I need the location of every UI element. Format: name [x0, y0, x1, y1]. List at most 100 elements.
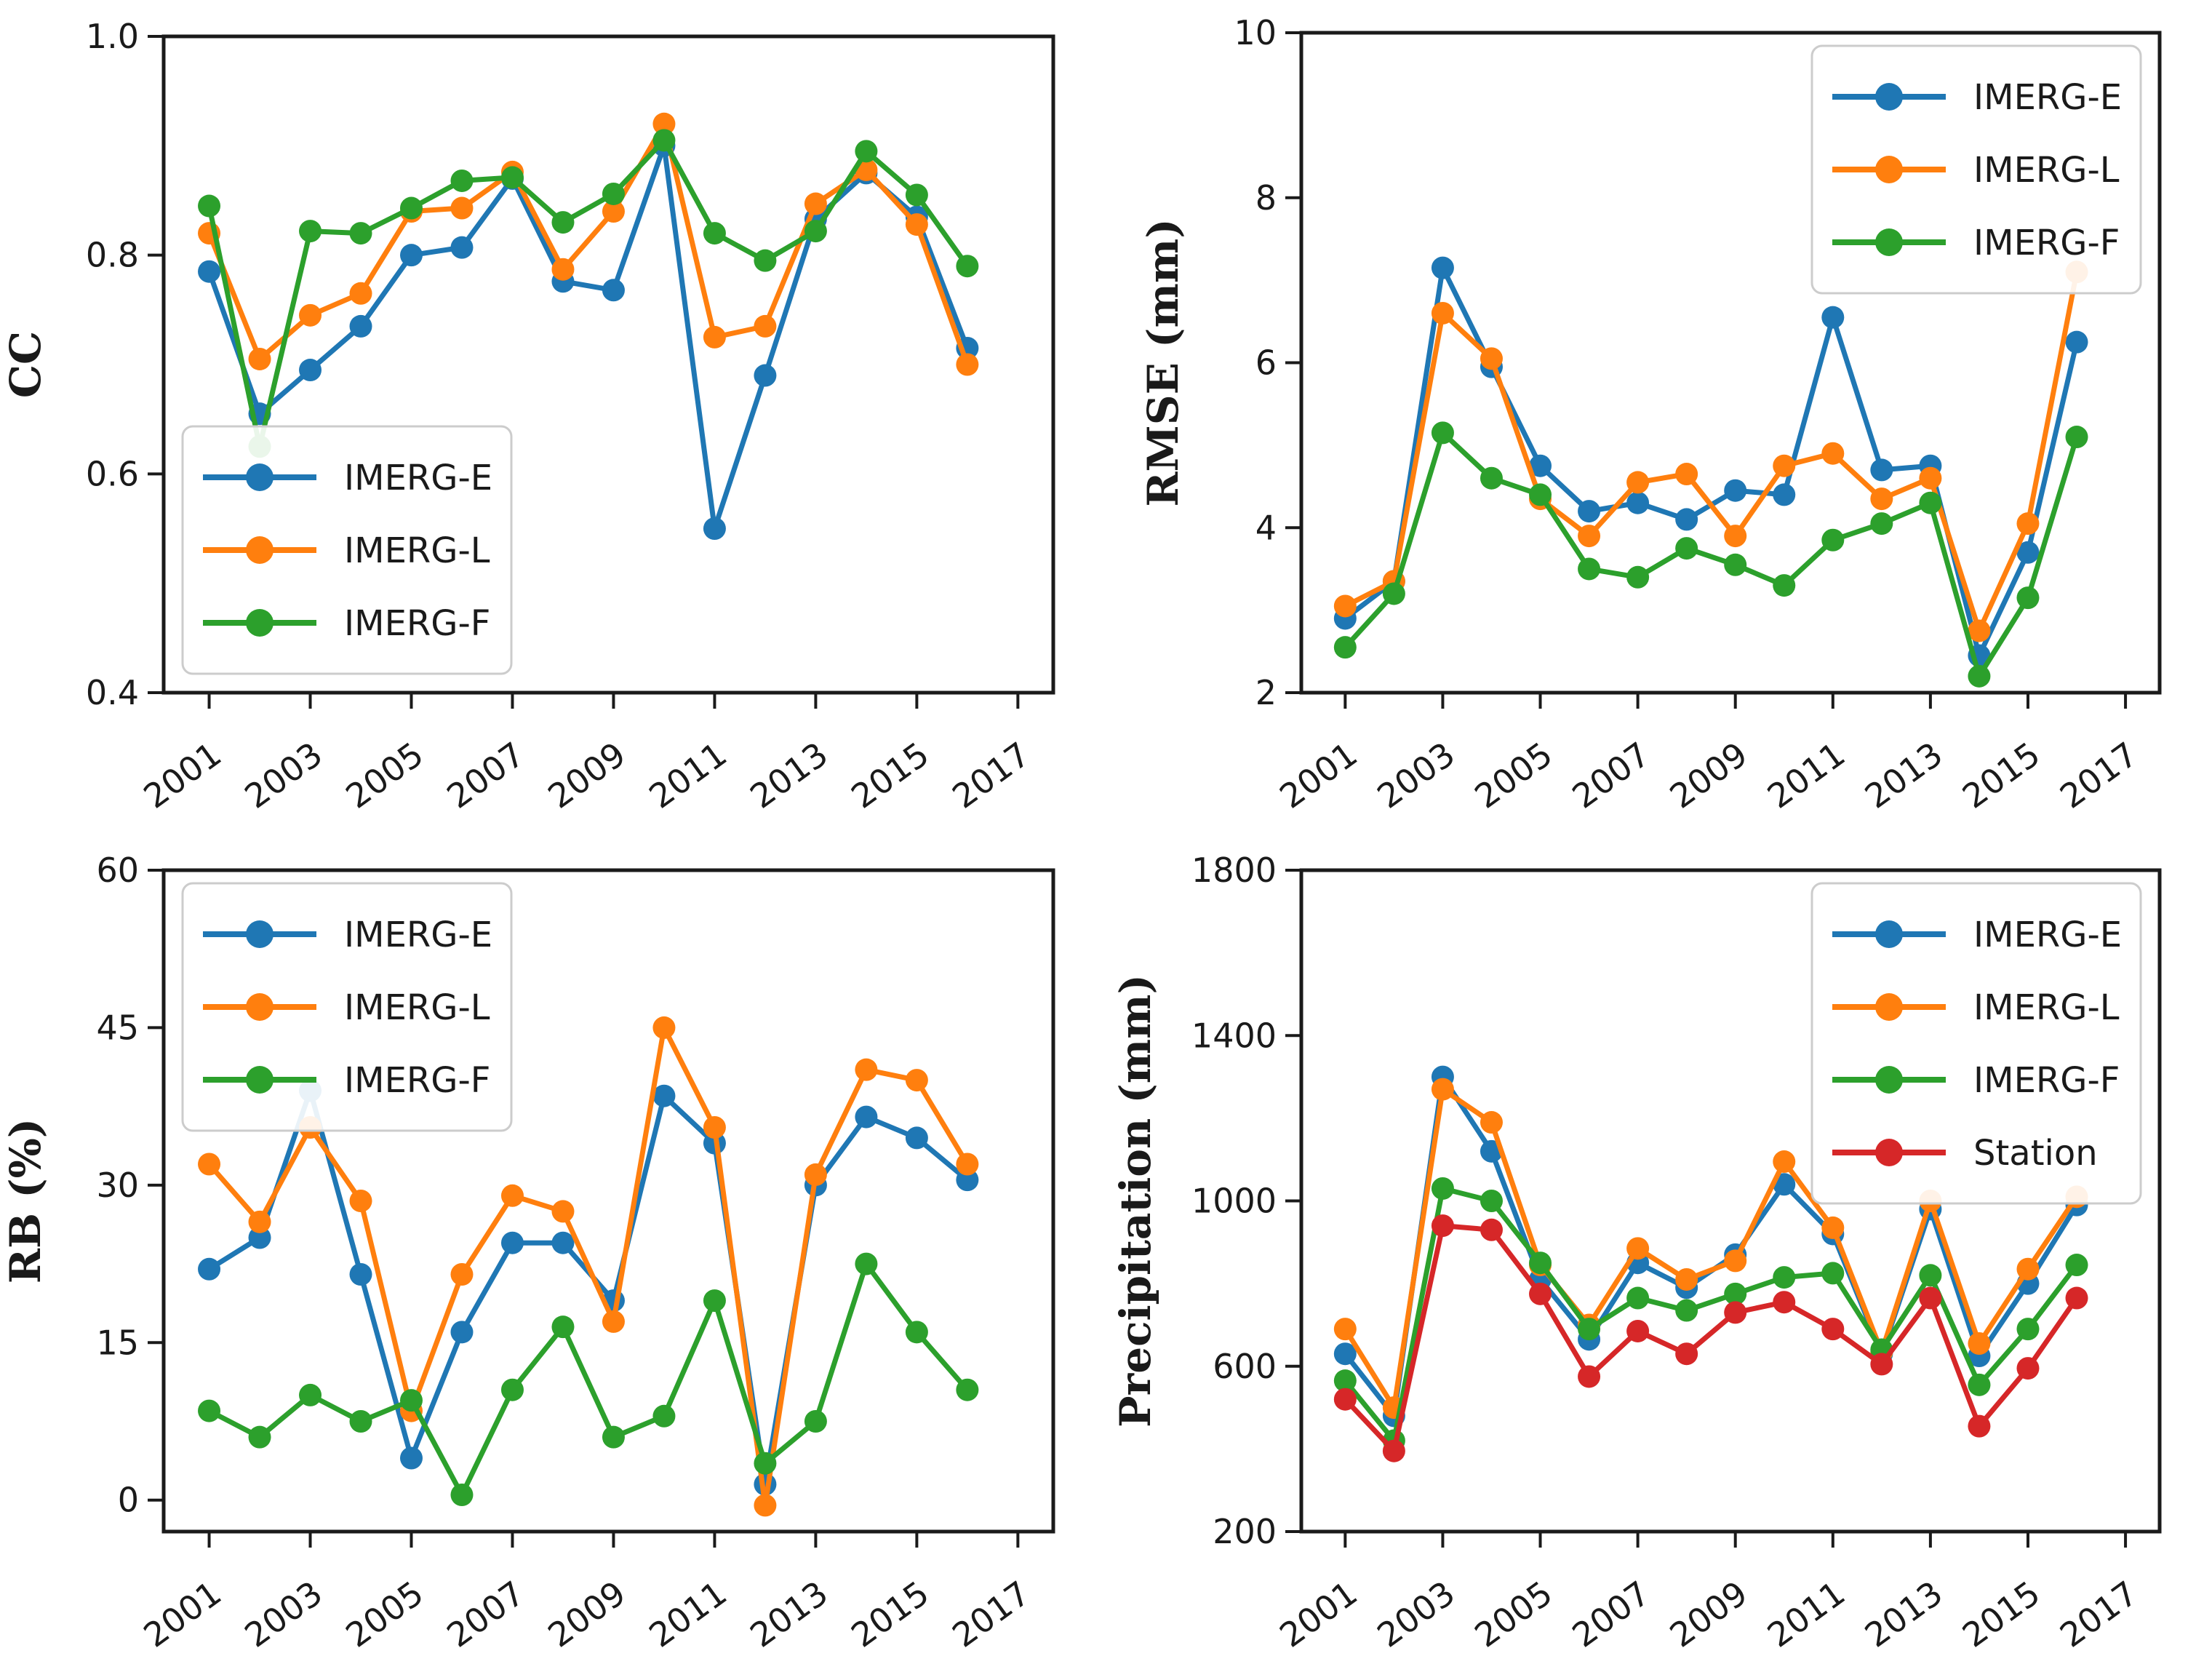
imerg-f-marker [1578, 557, 1601, 581]
rmse-x-axis: 2001 2003 2005 2007 2009 2011 2013 2015 2017 [1272, 693, 2145, 816]
imerg-l-marker [1724, 1249, 1747, 1273]
y-tick-label: 600 [1213, 1347, 1277, 1386]
imerg-e-marker [399, 244, 423, 267]
imerg-l-marker [602, 200, 625, 223]
imerg-f-marker [652, 1404, 676, 1428]
imerg-f-marker [1724, 1282, 1747, 1305]
imerg-f-marker [855, 140, 878, 163]
station-marker [1480, 1218, 1503, 1241]
x-tick-label: 2003 [238, 734, 330, 816]
imerg-f-marker [1529, 1251, 1552, 1275]
imerg-f-line [207, 138, 970, 450]
imerg-f-marker [1431, 1177, 1454, 1200]
imerg-l-marker [754, 1494, 777, 1517]
imerg-f-marker [1675, 537, 1698, 560]
y-tick-label: 30 [96, 1166, 139, 1205]
station-marker [1773, 1291, 1796, 1314]
x-tick-label: 2011 [642, 734, 733, 816]
imerg-f-marker [905, 1321, 928, 1344]
imerg-f-marker [551, 1315, 575, 1339]
cc-chart: 0.4 0.6 0.8 1.0 2001 2003 2005 2007 2009 2011 2013… [1, 17, 1055, 816]
imerg-e-marker [248, 1226, 271, 1249]
imerg-l-marker [804, 192, 827, 215]
cc-series-imerg-f [198, 129, 979, 458]
imerg-l-marker [1821, 442, 1845, 465]
legend-marker [1875, 1139, 1903, 1166]
imerg-l-marker [905, 1069, 928, 1092]
imerg-e-marker [1578, 500, 1601, 523]
rb-legend: IMERG-E IMERG-L IMERG-F [181, 882, 513, 1132]
y-tick-label: 60 [96, 851, 139, 890]
station-marker [1968, 1414, 1991, 1438]
imerg-l-marker [1870, 487, 1893, 511]
imerg-f-marker [602, 182, 625, 205]
precipitation-legend: IMERG-E IMERG-L IMERG-F Station [1810, 882, 2142, 1205]
imerg-l-marker [248, 347, 271, 370]
x-tick-label: 2015 [1955, 734, 2047, 816]
x-tick-label: 2017 [2053, 1573, 2144, 1655]
imerg-l-line [207, 1024, 970, 1508]
x-tick-label: 2013 [1858, 1573, 1949, 1655]
cc-y-axis-title: CC [1, 331, 50, 398]
imerg-f-marker [198, 1399, 221, 1422]
x-tick-label: 2007 [1565, 734, 1657, 816]
imerg-f-marker [349, 222, 372, 245]
y-tick-label: 1000 [1191, 1182, 1277, 1221]
x-tick-label: 2001 [137, 734, 228, 816]
rmse-legend: IMERG-E IMERG-L IMERG-F [1810, 44, 2142, 295]
imerg-l-marker [1968, 1332, 1991, 1356]
legend-item-imerg-l: IMERG-L [203, 530, 490, 571]
imerg-f-marker [399, 196, 423, 220]
imerg-f-marker [450, 169, 474, 192]
imerg-f-marker [1626, 565, 1650, 589]
imerg-f-marker [703, 222, 726, 245]
imerg-e-marker [1333, 1342, 1357, 1366]
x-tick-label: 2011 [1760, 1573, 1852, 1655]
y-tick-label: 1400 [1191, 1016, 1277, 1055]
x-tick-label: 2005 [339, 1573, 431, 1655]
rmse-chart: 2 4 6 8 10 2001 2003 2005 2007 2009 2011 2013 2015 20… [1138, 13, 2162, 816]
x-tick-label: 2017 [945, 1573, 1037, 1655]
legend-marker [1875, 920, 1903, 948]
x-tick-label: 2007 [1565, 1573, 1657, 1655]
station-marker [2016, 1357, 2040, 1380]
imerg-l-marker [1919, 466, 1942, 490]
legend-item-label: IMERG-L [1973, 987, 2120, 1028]
imerg-l-marker [956, 353, 979, 376]
imerg-e-marker [198, 260, 221, 283]
imerg-e-marker [1821, 306, 1845, 329]
legend-item-imerg-f: IMERG-F [1832, 223, 2120, 263]
imerg-l-line [1342, 1086, 2080, 1411]
legend-item-imerg-l: IMERG-L [1832, 150, 2120, 191]
station-marker [1675, 1342, 1698, 1366]
imerg-f-marker [299, 220, 322, 243]
x-tick-label: 2007 [439, 734, 531, 816]
imerg-l-marker [754, 314, 777, 338]
imerg-e-marker [905, 1126, 928, 1150]
imerg-f-marker [754, 249, 777, 272]
x-tick-label: 2001 [1272, 734, 1364, 816]
imerg-f-line [1342, 430, 2080, 679]
x-tick-label: 2017 [945, 734, 1037, 816]
imerg-f-line [1342, 1185, 2080, 1444]
imerg-l-marker [652, 112, 676, 135]
imerg-e-marker [956, 1169, 979, 1192]
precipitation-y-axis-title: Precipitation (mm) [1111, 974, 1160, 1428]
imerg-l-marker [1626, 1237, 1650, 1260]
imerg-f-marker [1968, 1373, 1991, 1396]
legend-item-label: IMERG-L [344, 987, 490, 1028]
imerg-e-marker [1724, 479, 1747, 502]
y-tick-label: 0.6 [86, 454, 139, 493]
cc-y-axis: 0.4 0.6 0.8 1.0 [86, 17, 164, 712]
legend-item-label: IMERG-F [344, 603, 490, 644]
rb-series-imerg-e [198, 1079, 979, 1496]
imerg-f-marker [1675, 1299, 1698, 1322]
x-tick-label: 2017 [2053, 734, 2144, 816]
imerg-f-marker [602, 1425, 625, 1449]
station-marker [1431, 1214, 1454, 1238]
station-marker [1333, 1388, 1357, 1411]
imerg-f-line [207, 1261, 970, 1497]
legend-marker [1875, 993, 1903, 1021]
imerg-f-marker [1578, 1318, 1601, 1341]
y-tick-label: 0.4 [86, 673, 139, 712]
